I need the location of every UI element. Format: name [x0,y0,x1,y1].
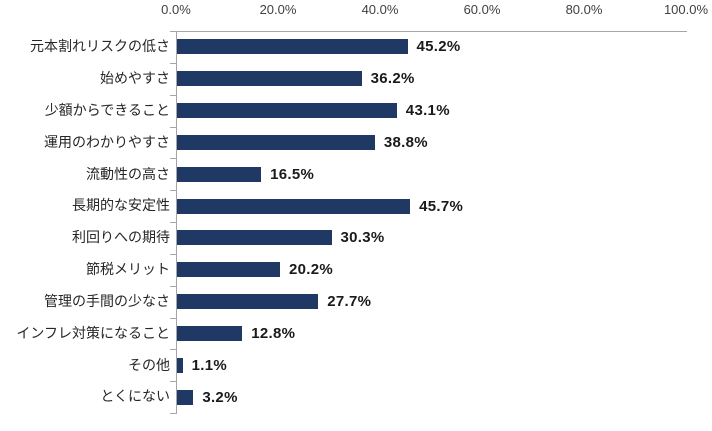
data-label: 20.2% [289,261,334,279]
y-axis-tick [170,413,176,414]
category-label: その他 [128,356,170,373]
x-axis-tick-label: 80.0% [565,2,603,17]
bar-row: 運用のわかりやすさ 38.8% [0,126,712,158]
category-label: 少額からできること [44,101,170,118]
bar-track: 45.7% [177,190,687,222]
plot-area: 元本割れリスクの低さ 45.2% 始めやすさ 36.2% 少額からできること 43.1% 運… [0,31,712,414]
y-axis-tick [170,317,176,319]
category-label: 始めやすさ [100,70,170,87]
data-label: 1.1% [191,356,227,374]
x-axis-line [176,31,687,32]
x-axis-tick-label: 20.0% [259,2,297,17]
bar [177,325,243,341]
bar-rows: 元本割れリスクの低さ 45.2% 始めやすさ 36.2% 少額からできること 43.1% 運… [0,31,712,413]
y-axis-tick [170,158,176,160]
bar-track: 30.3% [177,222,687,254]
bar [177,389,194,405]
data-label: 36.2% [370,70,415,88]
bar-row: 節税メリット 20.2% [0,254,712,286]
bar-row: 元本割れリスクの低さ 45.2% [0,31,712,63]
bar-track: 20.2% [177,254,687,286]
bar-row: 始めやすさ 36.2% [0,63,712,95]
category-label: とくにない [100,388,170,405]
data-label: 3.2% [202,388,238,406]
x-axis-tick-labels: 0.0% 20.0% 40.0% 60.0% 80.0% 100.0% [0,0,712,31]
bar [177,166,262,182]
y-axis-tick [170,253,176,255]
bar-row: 長期的な安定性 45.7% [0,190,712,222]
bar-row: 少額からできること 43.1% [0,95,712,127]
bar-track: 36.2% [177,63,687,95]
category-label: 元本割れリスクの低さ [30,38,170,55]
y-axis-tick [170,94,176,96]
x-axis-tick-label: 100.0% [663,2,709,17]
bar-row: 利回りへの期待 30.3% [0,222,712,254]
bar [177,103,397,119]
y-axis-tick [170,126,176,128]
bar [177,357,183,373]
y-axis-tick [170,31,176,32]
bar-row: 流動性の高さ 16.5% [0,158,712,190]
bar [177,198,411,214]
bar-row: 管理の手間の少なさ 27.7% [0,286,712,318]
y-axis-tick [170,222,176,223]
bar-track: 27.7% [177,286,687,318]
x-axis-tick-label: 0.0% [161,2,191,17]
bar [177,294,319,310]
bar-track: 38.8% [177,126,687,158]
x-axis-tick-label: 40.0% [361,2,399,17]
y-axis-tick [170,381,176,383]
category-label: 運用のわかりやすさ [44,133,170,150]
category-label: 長期的な安定性 [72,197,170,214]
bar-track: 16.5% [177,158,687,190]
category-label: 節税メリット [86,261,170,278]
bar-track: 12.8% [177,317,687,349]
category-label: インフレ対策になること [16,324,170,341]
data-label: 45.7% [419,197,464,215]
bar [177,71,362,87]
data-label: 12.8% [251,324,296,342]
data-label: 43.1% [405,102,450,120]
x-axis-tick-label: 60.0% [463,2,501,17]
data-label: 45.2% [416,38,461,56]
y-axis-tick [170,349,176,351]
data-label: 16.5% [270,165,315,183]
category-label: 利回りへの期待 [72,229,170,246]
data-label: 38.8% [383,133,428,151]
bar-row: その他 1.1% [0,349,712,381]
bar-row: インフレ対策になること 12.8% [0,317,712,349]
bar-track: 3.2% [177,381,687,413]
category-label: 管理の手間の少なさ [44,292,170,309]
bar-row: とくにない 3.2% [0,381,712,413]
category-label: 流動性の高さ [86,165,170,182]
data-label: 27.7% [327,293,372,311]
bar-track: 1.1% [177,349,687,381]
data-label: 30.3% [340,229,385,247]
bar-track: 45.2% [177,31,687,63]
bar [177,230,332,246]
bar [177,262,281,278]
bar [177,39,408,55]
bar [177,134,375,150]
y-axis-tick [170,190,176,192]
y-axis-tick [170,285,176,287]
bar-track: 43.1% [177,95,687,127]
y-axis-line [176,31,177,414]
y-axis-tick [170,62,176,64]
